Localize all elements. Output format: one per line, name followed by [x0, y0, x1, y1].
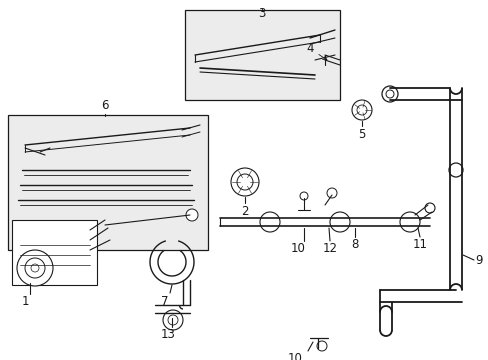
Text: 6: 6: [101, 99, 108, 112]
Text: 9: 9: [474, 253, 482, 266]
Circle shape: [299, 192, 307, 200]
Circle shape: [381, 86, 397, 102]
Circle shape: [185, 209, 198, 221]
Text: 8: 8: [350, 238, 358, 251]
Bar: [8, 115, 207, 250]
Text: 5: 5: [358, 128, 365, 141]
Bar: [184, 10, 339, 100]
Circle shape: [385, 90, 393, 98]
Text: 1: 1: [21, 295, 29, 308]
Text: 13: 13: [160, 328, 175, 341]
Circle shape: [237, 174, 252, 190]
Text: 3: 3: [258, 7, 265, 20]
Circle shape: [448, 163, 462, 177]
Circle shape: [163, 310, 183, 330]
Circle shape: [230, 168, 259, 196]
Circle shape: [17, 250, 53, 286]
Circle shape: [329, 212, 349, 232]
Circle shape: [25, 258, 45, 278]
Text: 10: 10: [290, 242, 305, 255]
Text: 7: 7: [161, 295, 168, 308]
Circle shape: [260, 212, 280, 232]
Circle shape: [356, 105, 366, 115]
Circle shape: [31, 264, 39, 272]
Circle shape: [168, 315, 178, 325]
Circle shape: [326, 188, 336, 198]
Bar: [12, 220, 97, 285]
Text: 12: 12: [322, 242, 337, 255]
Circle shape: [316, 341, 326, 351]
Text: 4: 4: [305, 42, 326, 60]
Text: 11: 11: [412, 238, 427, 251]
Text: 2: 2: [241, 205, 248, 218]
Circle shape: [351, 100, 371, 120]
Circle shape: [399, 212, 419, 232]
Text: 10: 10: [287, 352, 302, 360]
Circle shape: [424, 203, 434, 213]
